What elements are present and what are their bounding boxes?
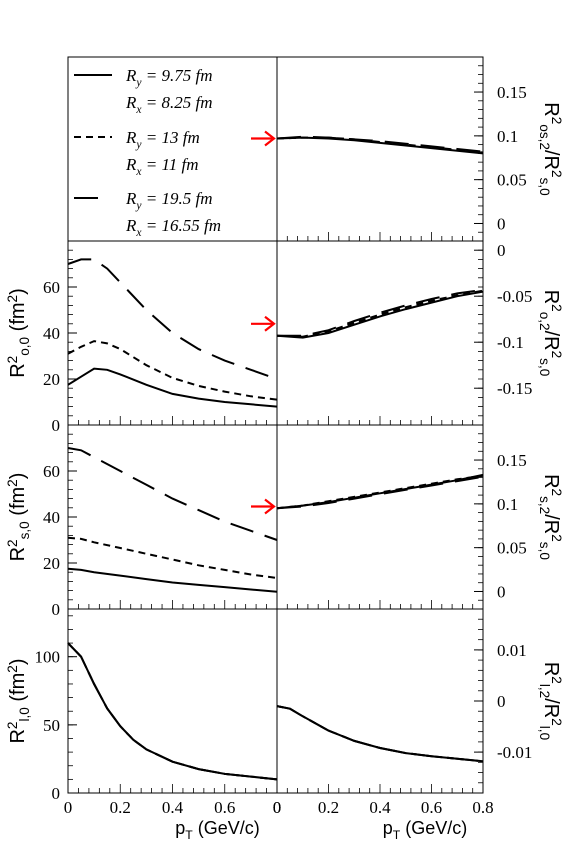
x-axis-label: pT (GeV/c) <box>175 818 260 842</box>
series-line-solid <box>276 473 484 510</box>
series-line-longdash <box>67 642 278 781</box>
series-line-solid <box>276 290 484 339</box>
x-tick-label: 0.6 <box>214 798 235 817</box>
series-line-longdash <box>276 705 484 763</box>
series-line-solid <box>276 705 484 763</box>
y-tick-label: 0 <box>52 416 61 435</box>
y-axis-label: R2os,2/R2s,0​ <box>537 102 564 196</box>
x-tick-label: 0.6 <box>421 798 442 817</box>
series-line-longdash <box>67 447 278 541</box>
y-tick-label: 60 <box>43 278 60 297</box>
panel-o-radius: 0 20 40 60 R2o,0 (fm2) <box>5 240 278 435</box>
x-tick-label: 0.4 <box>369 798 391 817</box>
y-axis-label: R2l,2/R2l,0​ <box>537 662 564 741</box>
red-arrow-marker <box>251 498 276 515</box>
plot-frame <box>276 424 484 610</box>
y-tick-label: -0.15 <box>497 379 532 398</box>
legend-label-ry: Ry = 13 fm <box>125 128 200 151</box>
series-line-dashed <box>276 705 484 763</box>
y-tick-label: 20 <box>43 370 60 389</box>
y-axis-label: R2o,2/R2s,0​ <box>537 290 564 377</box>
series-line-dashed <box>67 536 278 579</box>
plot-frame <box>276 56 484 242</box>
y-tick-label: 0 <box>52 784 61 803</box>
legend-label-rx: Rx = 11 fm <box>125 155 199 178</box>
y-tick-label: 0.15 <box>497 83 527 102</box>
y-axis-label: R2l,0 (fm2) <box>5 658 32 743</box>
y-tick-label: 100 <box>35 648 61 667</box>
y-tick-label: 0.05 <box>497 539 527 558</box>
y-tick-label: -0.1 <box>497 333 524 352</box>
plot-frame <box>276 240 484 426</box>
y-tick-label: 50 <box>43 716 60 735</box>
legend-label-ry: Ry = 9.75 fm <box>125 66 213 89</box>
legend-label-rx: Rx = 8.25 fm <box>125 93 213 116</box>
y-tick-label: 0 <box>497 241 506 260</box>
y-tick-label: 40 <box>43 324 60 343</box>
plot-frame <box>67 240 278 426</box>
y-axis-label: R2s,0 (fm2) <box>5 473 32 562</box>
y-tick-label: -0.05 <box>497 287 532 306</box>
panel-s-ratio: 0 0.05 0.1 0.15 R2s,2/R2s,0​ <box>251 424 564 610</box>
x-axis-label: pT (GeV/c) <box>383 818 468 842</box>
plot-frame <box>67 424 278 610</box>
series-line-dashed <box>67 642 278 781</box>
panel-o-ratio: 0 -0.05 -0.1 -0.15 R2o,2/R2s,0​ <box>251 240 564 426</box>
y-axis-label: R2o,0 (fm2) <box>5 288 32 378</box>
y-tick-label: 0 <box>497 214 506 233</box>
series-line-longdash <box>67 258 278 380</box>
x-tick-label: 0 <box>64 798 73 817</box>
series-line-solid <box>67 567 278 593</box>
y-tick-label: 0.05 <box>497 171 527 190</box>
panel-os-ratio: 0 0.05 0.1 0.15 R2os,2/R2s,0​ <box>251 56 564 242</box>
y-tick-label: -0.01 <box>497 743 532 762</box>
red-arrow-marker <box>251 315 276 332</box>
y-tick-label: 40 <box>43 508 60 527</box>
series-line-dashed <box>276 474 484 510</box>
y-tick-label: 60 <box>43 462 60 481</box>
series-line-solid <box>67 367 278 408</box>
panel-l-radius: 0 50 100 0 0.2 0.4 0.6 0 R2l,0 (fm2) <box>5 608 282 817</box>
series-line-solid <box>276 136 484 155</box>
x-tick-label: 0.8 <box>472 798 493 817</box>
x-tick-label: 0.4 <box>162 798 184 817</box>
y-tick-label: 0.01 <box>497 641 527 660</box>
panel-l-ratio: 0.01 0 -0.01 0 0.2 0.4 0.6 0.8 R2l,2/R2l,0​ <box>273 608 564 817</box>
x-tick-label: 0.2 <box>110 798 131 817</box>
plot-frame <box>276 608 484 794</box>
plot-frame <box>67 608 278 794</box>
panel-grid: 0 0.05 0.1 0.15 R2os,2/R2s,0​ 0 20 40 60 R2o,0 (f… <box>5 56 564 817</box>
y-tick-label: 0.1 <box>497 127 518 146</box>
series-line-solid <box>67 642 278 781</box>
y-tick-label: 20 <box>43 554 60 573</box>
y-tick-label: 0.1 <box>497 495 518 514</box>
legend-label-ry: Ry = 19.5 fm <box>125 189 213 212</box>
x-tick-label: 0 <box>273 798 282 817</box>
series-line-dashed <box>276 136 484 154</box>
y-tick-label: 0 <box>497 582 506 601</box>
y-axis-label: R2s,2/R2s,0​ <box>537 474 564 560</box>
series-line-dashed <box>67 340 278 401</box>
y-tick-label: 0 <box>497 692 506 711</box>
legend: Ry = 9.75 fm Rx = 8.25 fm Ry = 13 fm Rx = 1… <box>74 66 221 239</box>
y-tick-label: 0 <box>52 600 61 619</box>
panel-s-radius: 0 20 40 60 R2s,0 (fm2) <box>5 424 278 619</box>
red-arrow-marker <box>251 130 276 147</box>
legend-label-rx: Rx = 16.55 fm <box>125 216 221 239</box>
x-tick-label: 0 <box>273 798 282 817</box>
x-tick-label: 0.2 <box>318 798 339 817</box>
x-axis-labels: pT (GeV/c) pT (GeV/c) <box>175 818 467 842</box>
y-tick-label: 0.15 <box>497 451 527 470</box>
